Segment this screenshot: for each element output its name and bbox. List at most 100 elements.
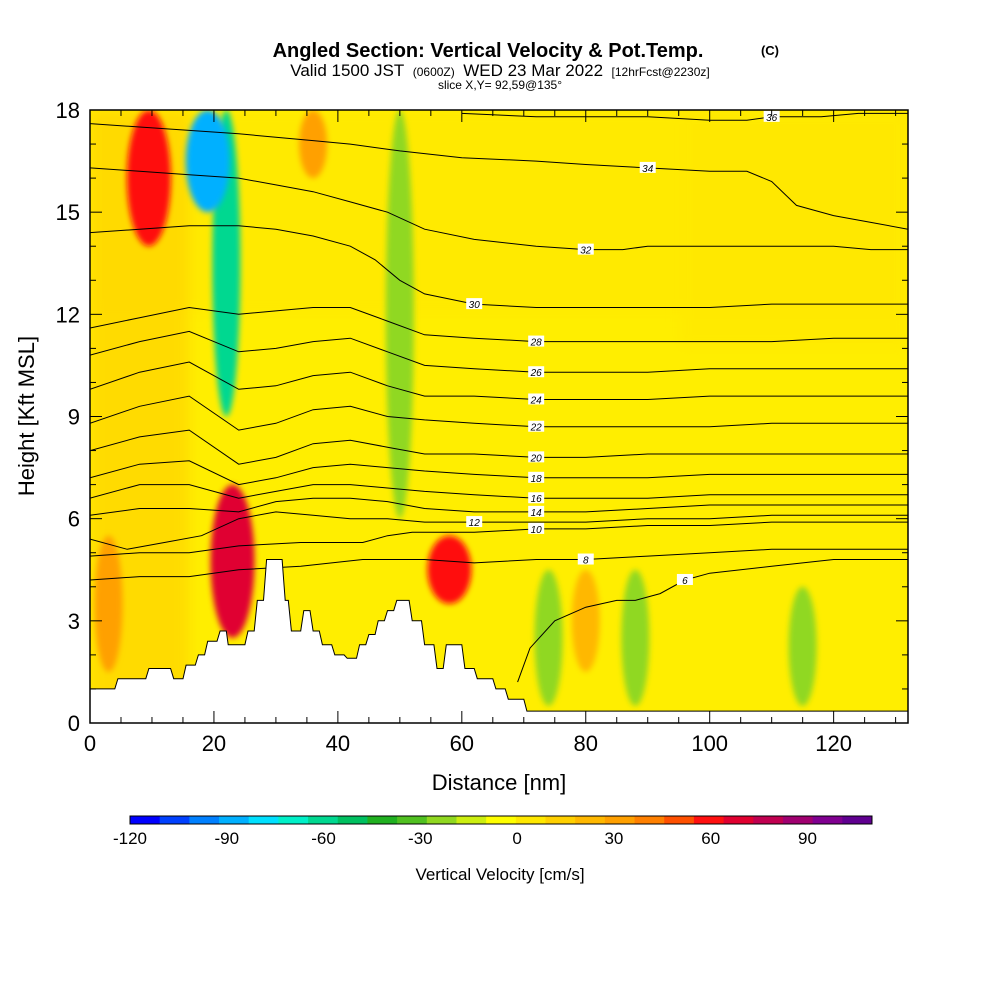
contour-label-34: 34 <box>642 164 654 175</box>
colorbar-swatch <box>812 816 843 824</box>
subtitle-part2: (0600Z) <box>413 65 455 79</box>
contour-label-bg-22 <box>528 420 545 432</box>
colorbar-swatch <box>664 816 695 824</box>
contour-label-bg-34 <box>639 161 656 173</box>
colorbar-tick-label: -120 <box>113 829 147 848</box>
plot-area: 6 8 10 12 14 16 18 20 22 24 26 28 30 32 34 36 <box>90 110 908 723</box>
contour-label-bg-20 <box>528 451 545 463</box>
contour-label-bg-6 <box>676 573 693 585</box>
vv-feature-10 <box>621 569 650 706</box>
contour-labels: 6 8 10 12 14 16 18 20 22 24 26 28 30 32 34 36 <box>466 110 780 587</box>
colorbar-tick-label: -90 <box>214 829 239 848</box>
theta-contour-8 <box>90 548 908 581</box>
colorbar-swatch <box>397 816 428 824</box>
colorbar-swatch <box>219 816 250 824</box>
y-tick-label: 15 <box>56 200 80 225</box>
y-tick-label: 6 <box>68 507 80 532</box>
colorbar-swatch <box>308 816 339 824</box>
vv-feature-8 <box>534 569 563 706</box>
y-tick-label: 3 <box>68 609 80 634</box>
contour-label-bg-32 <box>577 243 594 255</box>
title-mark: (C) <box>761 43 779 58</box>
contour-label-bg-10 <box>528 522 545 534</box>
colorbar-tick-label: 30 <box>604 829 623 848</box>
contour-label-bg-24 <box>528 393 545 405</box>
y-tick-label: 12 <box>56 302 80 327</box>
theta-contour-14 <box>90 497 908 516</box>
y-tick-label: 9 <box>68 405 80 430</box>
contour-label-bg-8 <box>577 553 594 565</box>
contour-label-bg-30 <box>466 298 483 310</box>
vv-feature-5 <box>299 110 328 179</box>
contour-label-bg-36 <box>763 110 780 122</box>
colorbar-swatch <box>367 816 398 824</box>
colorbar-tick-label: 60 <box>701 829 720 848</box>
contour-label-bg-28 <box>528 335 545 347</box>
subtitle-part4: [12hrFcst@2230z] <box>612 65 710 79</box>
colorbar-swatch <box>278 816 309 824</box>
colorbar-swatch <box>337 816 368 824</box>
x-tick-label: 100 <box>691 731 728 756</box>
colorbar-swatch <box>515 816 547 824</box>
colorbar-frame <box>129 815 873 825</box>
contour-label-12: 12 <box>469 518 481 529</box>
colorbar-swatch <box>634 816 665 824</box>
y-axis-label: Height [Kft MSL] <box>14 336 39 496</box>
theta-contour-36 <box>461 112 908 121</box>
colorbar-swatch <box>159 816 190 824</box>
contour-label-6: 6 <box>682 576 688 587</box>
theta-contour-6 <box>517 559 908 683</box>
theta-contour-28 <box>90 306 908 343</box>
colorbar-swatch <box>782 816 814 824</box>
contour-label-36: 36 <box>766 113 778 124</box>
colorbar-tick-label: 0 <box>512 829 521 848</box>
colorbar-tick-label: 90 <box>798 829 817 848</box>
contour-label-bg-14 <box>528 505 545 517</box>
x-axis-label: Distance [nm] <box>432 770 567 795</box>
vertical-velocity-field <box>90 110 908 723</box>
x-axis: 0 20 40 60 80 100 120 <box>84 110 897 756</box>
contour-label-32: 32 <box>580 246 592 257</box>
theta-contour-22 <box>90 395 908 431</box>
colorbar-swatch <box>130 816 161 824</box>
colorbar-swatch <box>545 816 576 824</box>
colorbar-swatch <box>575 816 606 824</box>
contour-label-16: 16 <box>531 494 543 505</box>
theta-contour-30 <box>90 225 908 308</box>
contour-label-28: 28 <box>530 338 543 349</box>
y-tick-label: 0 <box>68 711 80 736</box>
y-tick-label: 18 <box>56 98 80 123</box>
contour-label-bg-12 <box>466 516 483 528</box>
colorbar-swatch <box>753 816 784 824</box>
colorbar-tick-label: -60 <box>311 829 336 848</box>
vv-feature-6 <box>385 110 414 519</box>
colorbar-ticks: -120 -90 -60 -30 0 30 60 90 <box>113 829 817 848</box>
theta-contour-12 <box>90 511 908 550</box>
colorbar-swatch <box>248 816 279 824</box>
contour-label-20: 20 <box>530 453 543 464</box>
x-tick-label: 80 <box>574 731 598 756</box>
terrain <box>90 559 908 723</box>
colorbar-swatch <box>604 816 636 824</box>
vv-feature-7 <box>427 535 472 604</box>
chart-subtitle2: slice X,Y= 92,59@135° <box>438 78 562 92</box>
subtitle-part1: Valid 1500 JST <box>290 61 404 80</box>
contour-label-bg-16 <box>528 492 545 504</box>
contour-label-14: 14 <box>531 508 543 519</box>
colorbar-swatch <box>723 816 754 824</box>
vv-feature-1 <box>126 110 171 247</box>
vv-feature-11 <box>788 586 817 706</box>
field-band-2 <box>678 110 908 349</box>
theta-contour-18 <box>90 460 908 486</box>
chart-title: Angled Section: Vertical Velocity & Pot.… <box>273 40 704 62</box>
vv-feature-2 <box>210 484 255 638</box>
theta-contour-24 <box>90 361 908 400</box>
x-tick-label: 60 <box>450 731 474 756</box>
contour-label-bg-26 <box>528 366 545 378</box>
contour-label-22: 22 <box>530 423 543 434</box>
contour-label-bg-18 <box>528 471 545 483</box>
colorbar-swatch <box>693 816 725 824</box>
contour-label-10: 10 <box>531 525 543 536</box>
theta-contour-16 <box>90 484 908 499</box>
